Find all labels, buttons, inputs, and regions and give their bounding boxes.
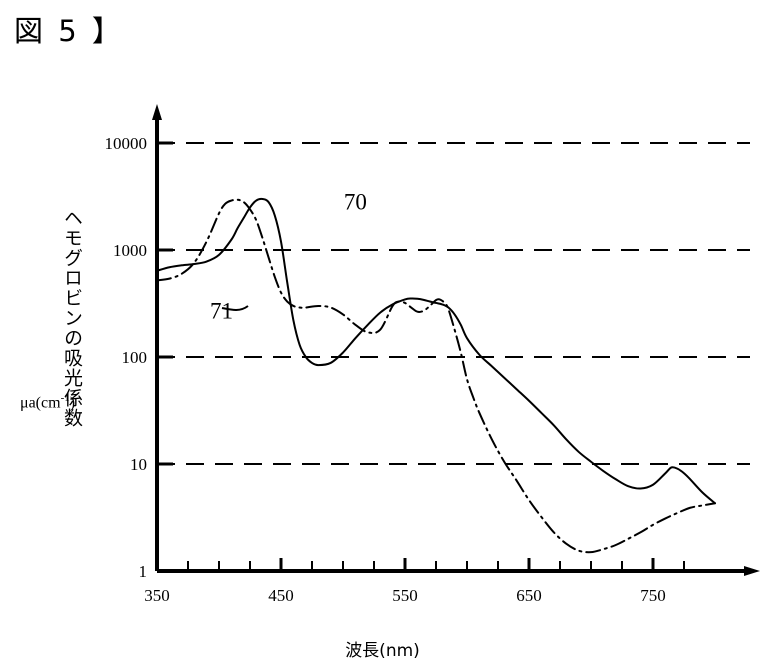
x-axis-arrowhead (744, 566, 760, 576)
y-axis-tick-labels: 1 10 100 1000 10000 (105, 134, 148, 581)
series-annotation-70: 70 (344, 189, 367, 214)
y-tick-label-100: 100 (122, 348, 148, 367)
data-series (157, 199, 715, 552)
y-axis-ticks (157, 143, 173, 571)
chart-svg: 350 450 550 650 750 1 10 100 1000 10000 70 71 (0, 0, 765, 672)
y-axis-arrowhead (152, 104, 162, 120)
y-tick-label-10000: 10000 (105, 134, 148, 153)
x-tick-label-550: 550 (392, 586, 418, 605)
x-tick-label-350: 350 (144, 586, 170, 605)
x-tick-label-650: 650 (516, 586, 542, 605)
y-axis-units-label: μa(cm-1) (20, 392, 75, 412)
x-axis-title: 波長(nm) (0, 636, 765, 661)
series-line-71 (157, 200, 715, 553)
y-tick-label-1: 1 (139, 562, 148, 581)
x-tick-label-750: 750 (640, 586, 666, 605)
y-tick-label-1000: 1000 (113, 241, 147, 260)
x-tick-label-450: 450 (268, 586, 294, 605)
chart-figure: 350450550650750 110100100010000 7071 ヘモグ… (0, 0, 765, 672)
series-line-70 (157, 199, 715, 503)
x-axis-tick-labels: 350 450 550 650 750 (144, 586, 666, 605)
series-annotation-71: 71 (210, 298, 233, 323)
y-tick-label-10: 10 (130, 455, 147, 474)
gridlines (157, 143, 750, 464)
axes (152, 104, 760, 576)
